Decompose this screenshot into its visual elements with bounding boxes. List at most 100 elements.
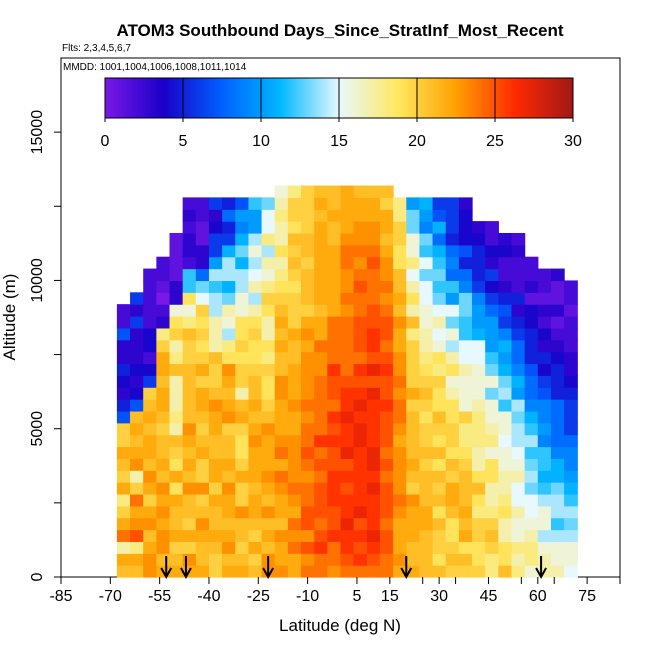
heatmap-cell (379, 422, 394, 436)
heatmap-cell (327, 387, 342, 400)
heatmap-cell (235, 422, 250, 436)
heatmap-cell (472, 292, 486, 305)
heatmap-cell (248, 482, 263, 495)
heatmap-cell (235, 541, 250, 554)
heatmap-cell (524, 410, 539, 424)
heatmap-cell (537, 268, 552, 282)
heatmap-cell (287, 470, 302, 483)
heatmap-cell (366, 292, 381, 305)
heatmap-cell (458, 387, 473, 400)
heatmap-cell (432, 505, 447, 519)
heatmap-cell (274, 304, 289, 317)
heatmap-cell (498, 232, 513, 246)
heatmap-cell (393, 493, 407, 507)
heatmap-cell (498, 256, 513, 270)
heatmap-cell (327, 351, 342, 365)
heatmap-cell (537, 280, 552, 293)
heatmap-cell (366, 410, 381, 424)
heatmap-cell (301, 458, 315, 471)
heatmap-cell (195, 399, 210, 412)
heatmap-cell (353, 505, 368, 519)
heatmap-cell (182, 434, 197, 448)
heatmap-cell (366, 304, 381, 317)
heatmap-cell (498, 292, 513, 305)
heatmap-cell (353, 529, 368, 543)
heatmap-cell (472, 375, 486, 388)
heatmap-cell (432, 565, 447, 578)
heatmap-cell (458, 292, 473, 305)
heatmap-cell (130, 565, 144, 578)
heatmap-cell (274, 422, 289, 436)
heatmap-cell (524, 375, 539, 388)
heatmap-cell (130, 482, 144, 495)
heatmap-cell (195, 505, 210, 519)
heatmap-cell (366, 244, 381, 258)
heatmap-cell (156, 458, 171, 471)
heatmap-cell (274, 256, 289, 270)
heatmap-cell (379, 434, 394, 448)
heatmap-cell (314, 327, 328, 341)
heatmap-cell (511, 410, 526, 424)
heatmap-cell (550, 482, 565, 495)
heatmap-cell (314, 434, 328, 448)
heatmap-cell (301, 256, 315, 270)
heatmap-cell (537, 422, 552, 436)
heatmap-cell (524, 482, 539, 495)
heatmap-cell (537, 375, 552, 388)
heatmap-cell (248, 244, 263, 258)
heatmap-cell (208, 446, 223, 459)
heatmap-cell (327, 434, 342, 448)
heatmap-cell (406, 553, 421, 566)
heatmap-cell (287, 434, 302, 448)
heatmap-cell (301, 185, 315, 198)
x-tick-label: 45 (480, 588, 498, 605)
heatmap-cell (169, 458, 184, 471)
heatmap-cell (235, 553, 250, 566)
heatmap-cell (143, 493, 157, 507)
heatmap-cell (208, 493, 223, 507)
heatmap-cell (524, 470, 539, 483)
heatmap-cell (314, 410, 328, 424)
heatmap-cell (195, 553, 210, 566)
x-tick-label: 5 (352, 588, 361, 605)
heatmap-cell (366, 209, 381, 222)
heatmap-cell (340, 280, 355, 293)
heatmap-cell (366, 541, 381, 554)
heatmap-cell (182, 470, 197, 483)
heatmap-cell (498, 375, 513, 388)
y-tick-label: 0 (29, 572, 46, 581)
y-tick-label: 5000 (29, 411, 46, 447)
heatmap-cell (340, 351, 355, 365)
heatmap-cell (524, 351, 539, 365)
heatmap-cell (261, 482, 276, 495)
heatmap-cell (366, 422, 381, 436)
heatmap-cell (419, 244, 434, 258)
heatmap-cell (524, 399, 539, 412)
heatmap-cell (314, 482, 328, 495)
heatmap-cell (182, 197, 197, 210)
heatmap-cell (261, 434, 276, 448)
heatmap-cell (274, 327, 289, 341)
heatmap-cell (445, 327, 460, 341)
heatmap-cell (261, 209, 276, 222)
heatmap-cell (419, 351, 434, 365)
heatmap-cell (235, 209, 250, 222)
heatmap-cell (406, 458, 421, 471)
heatmap-cell (564, 482, 578, 495)
heatmap-cell (169, 363, 184, 376)
heatmap-cell (261, 351, 276, 365)
heatmap-cell (248, 410, 263, 424)
heatmap-cell (511, 541, 526, 554)
heatmap-cell (550, 327, 565, 341)
heatmap-cell (564, 553, 578, 566)
heatmap-cell (195, 410, 210, 424)
heatmap-cell (261, 197, 276, 210)
heatmap-cell (511, 327, 526, 341)
heatmap-cell (222, 316, 236, 329)
heatmap-cell (222, 434, 236, 448)
heatmap-cell (143, 541, 157, 554)
heatmap-cell (274, 529, 289, 543)
heatmap-cell (511, 387, 526, 400)
heatmap-cell (419, 197, 434, 210)
heatmap-cell (287, 565, 302, 578)
